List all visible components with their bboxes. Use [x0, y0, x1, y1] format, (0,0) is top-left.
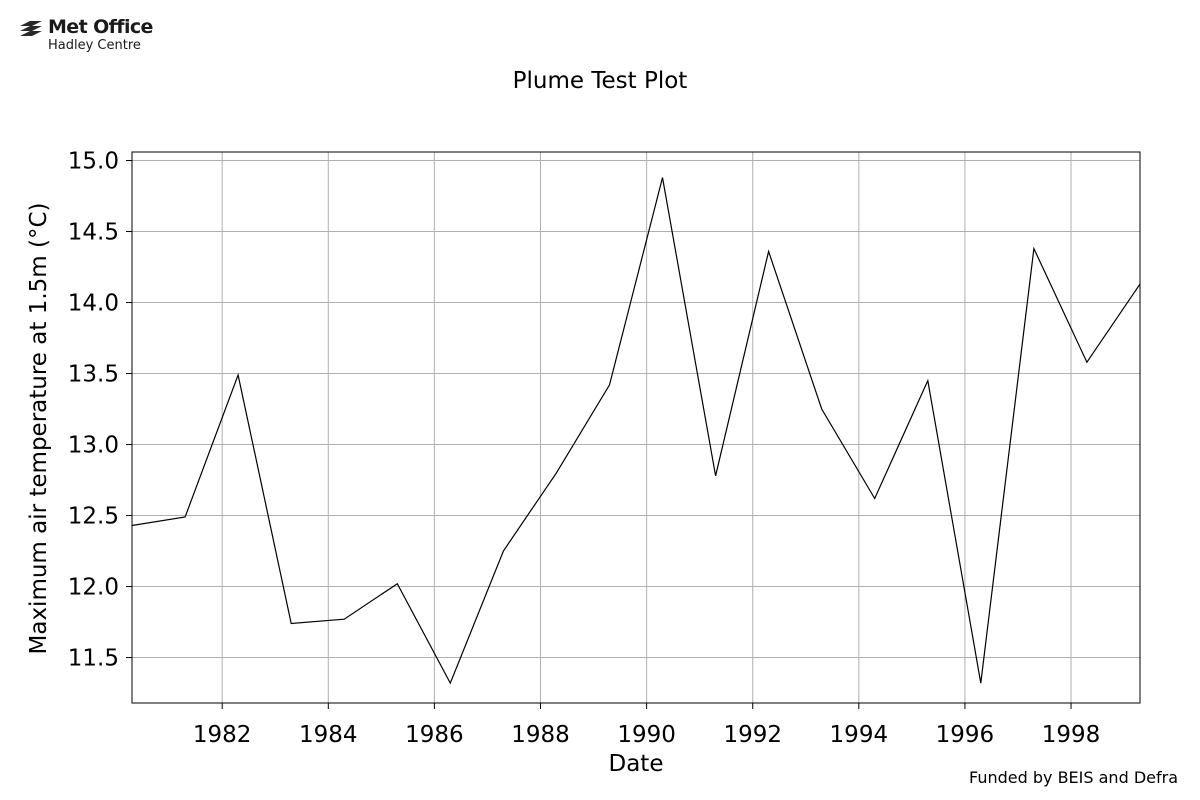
x-tick-label: 1992 — [723, 722, 782, 748]
x-tick-label: 1988 — [511, 722, 570, 748]
logo-subname: Hadley Centre — [48, 38, 141, 53]
x-tick-label: 1996 — [936, 722, 995, 748]
x-tick-label: 1994 — [830, 722, 889, 748]
y-tick-label: 12.5 — [68, 504, 119, 530]
logo-waves-icon — [20, 21, 42, 36]
series-line — [131, 177, 1141, 685]
funding-note: Funded by BEIS and Defra — [969, 768, 1178, 787]
plot-frame — [131, 151, 1141, 704]
x-tick-label: 1990 — [617, 722, 676, 748]
y-tick-label: 12.0 — [68, 575, 119, 601]
x-tick-label: 1984 — [299, 722, 358, 748]
x-axis-label: Date — [609, 751, 664, 777]
x-tick-label: 1986 — [405, 722, 464, 748]
chart-title: Plume Test Plot — [512, 68, 688, 94]
y-tick-label: 11.5 — [68, 646, 119, 672]
x-tick-label: 1982 — [193, 722, 252, 748]
y-tick-label: 13.5 — [68, 362, 119, 388]
y-axis-label: Maximum air temperature at 1.5m (°C) — [26, 203, 52, 655]
y-tick-label: 14.5 — [68, 220, 119, 246]
x-tick-label: 1998 — [1042, 722, 1101, 748]
y-tick-label: 13.0 — [68, 433, 119, 459]
y-tick-label: 15.0 — [68, 149, 119, 175]
logo-name: Met Office — [48, 16, 153, 38]
y-tick-label: 14.0 — [68, 291, 119, 317]
met-office-logo: Met Office Hadley Centre — [18, 16, 153, 58]
